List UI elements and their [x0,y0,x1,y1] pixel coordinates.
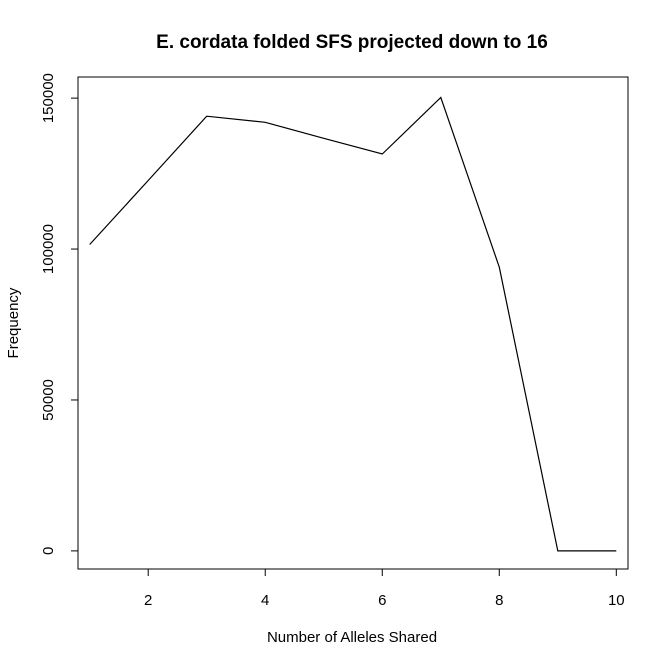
x-tick-label: 10 [608,592,625,609]
y-tick-label: 0 [40,547,57,555]
data-series [89,96,617,552]
x-tick-label: 2 [144,592,152,609]
x-axis: 2 4 6 8 10 [144,569,625,609]
y-axis-label: Frequency [5,287,22,358]
x-tick-label: 8 [495,592,503,609]
y-tick-label: 50000 [40,379,57,421]
y-tick-label: 150000 [40,73,57,123]
x-tick-label: 6 [378,592,386,609]
x-axis-label: Number of Alleles Shared [267,629,437,646]
chart-title: E. cordata folded SFS projected down to … [156,32,548,53]
x-tick-label: 4 [261,592,269,609]
plot-frame [77,76,629,570]
series-line [89,96,617,552]
y-tick-label: 100000 [40,224,57,274]
y-axis: 0 50000 100000 150000 [40,73,78,555]
